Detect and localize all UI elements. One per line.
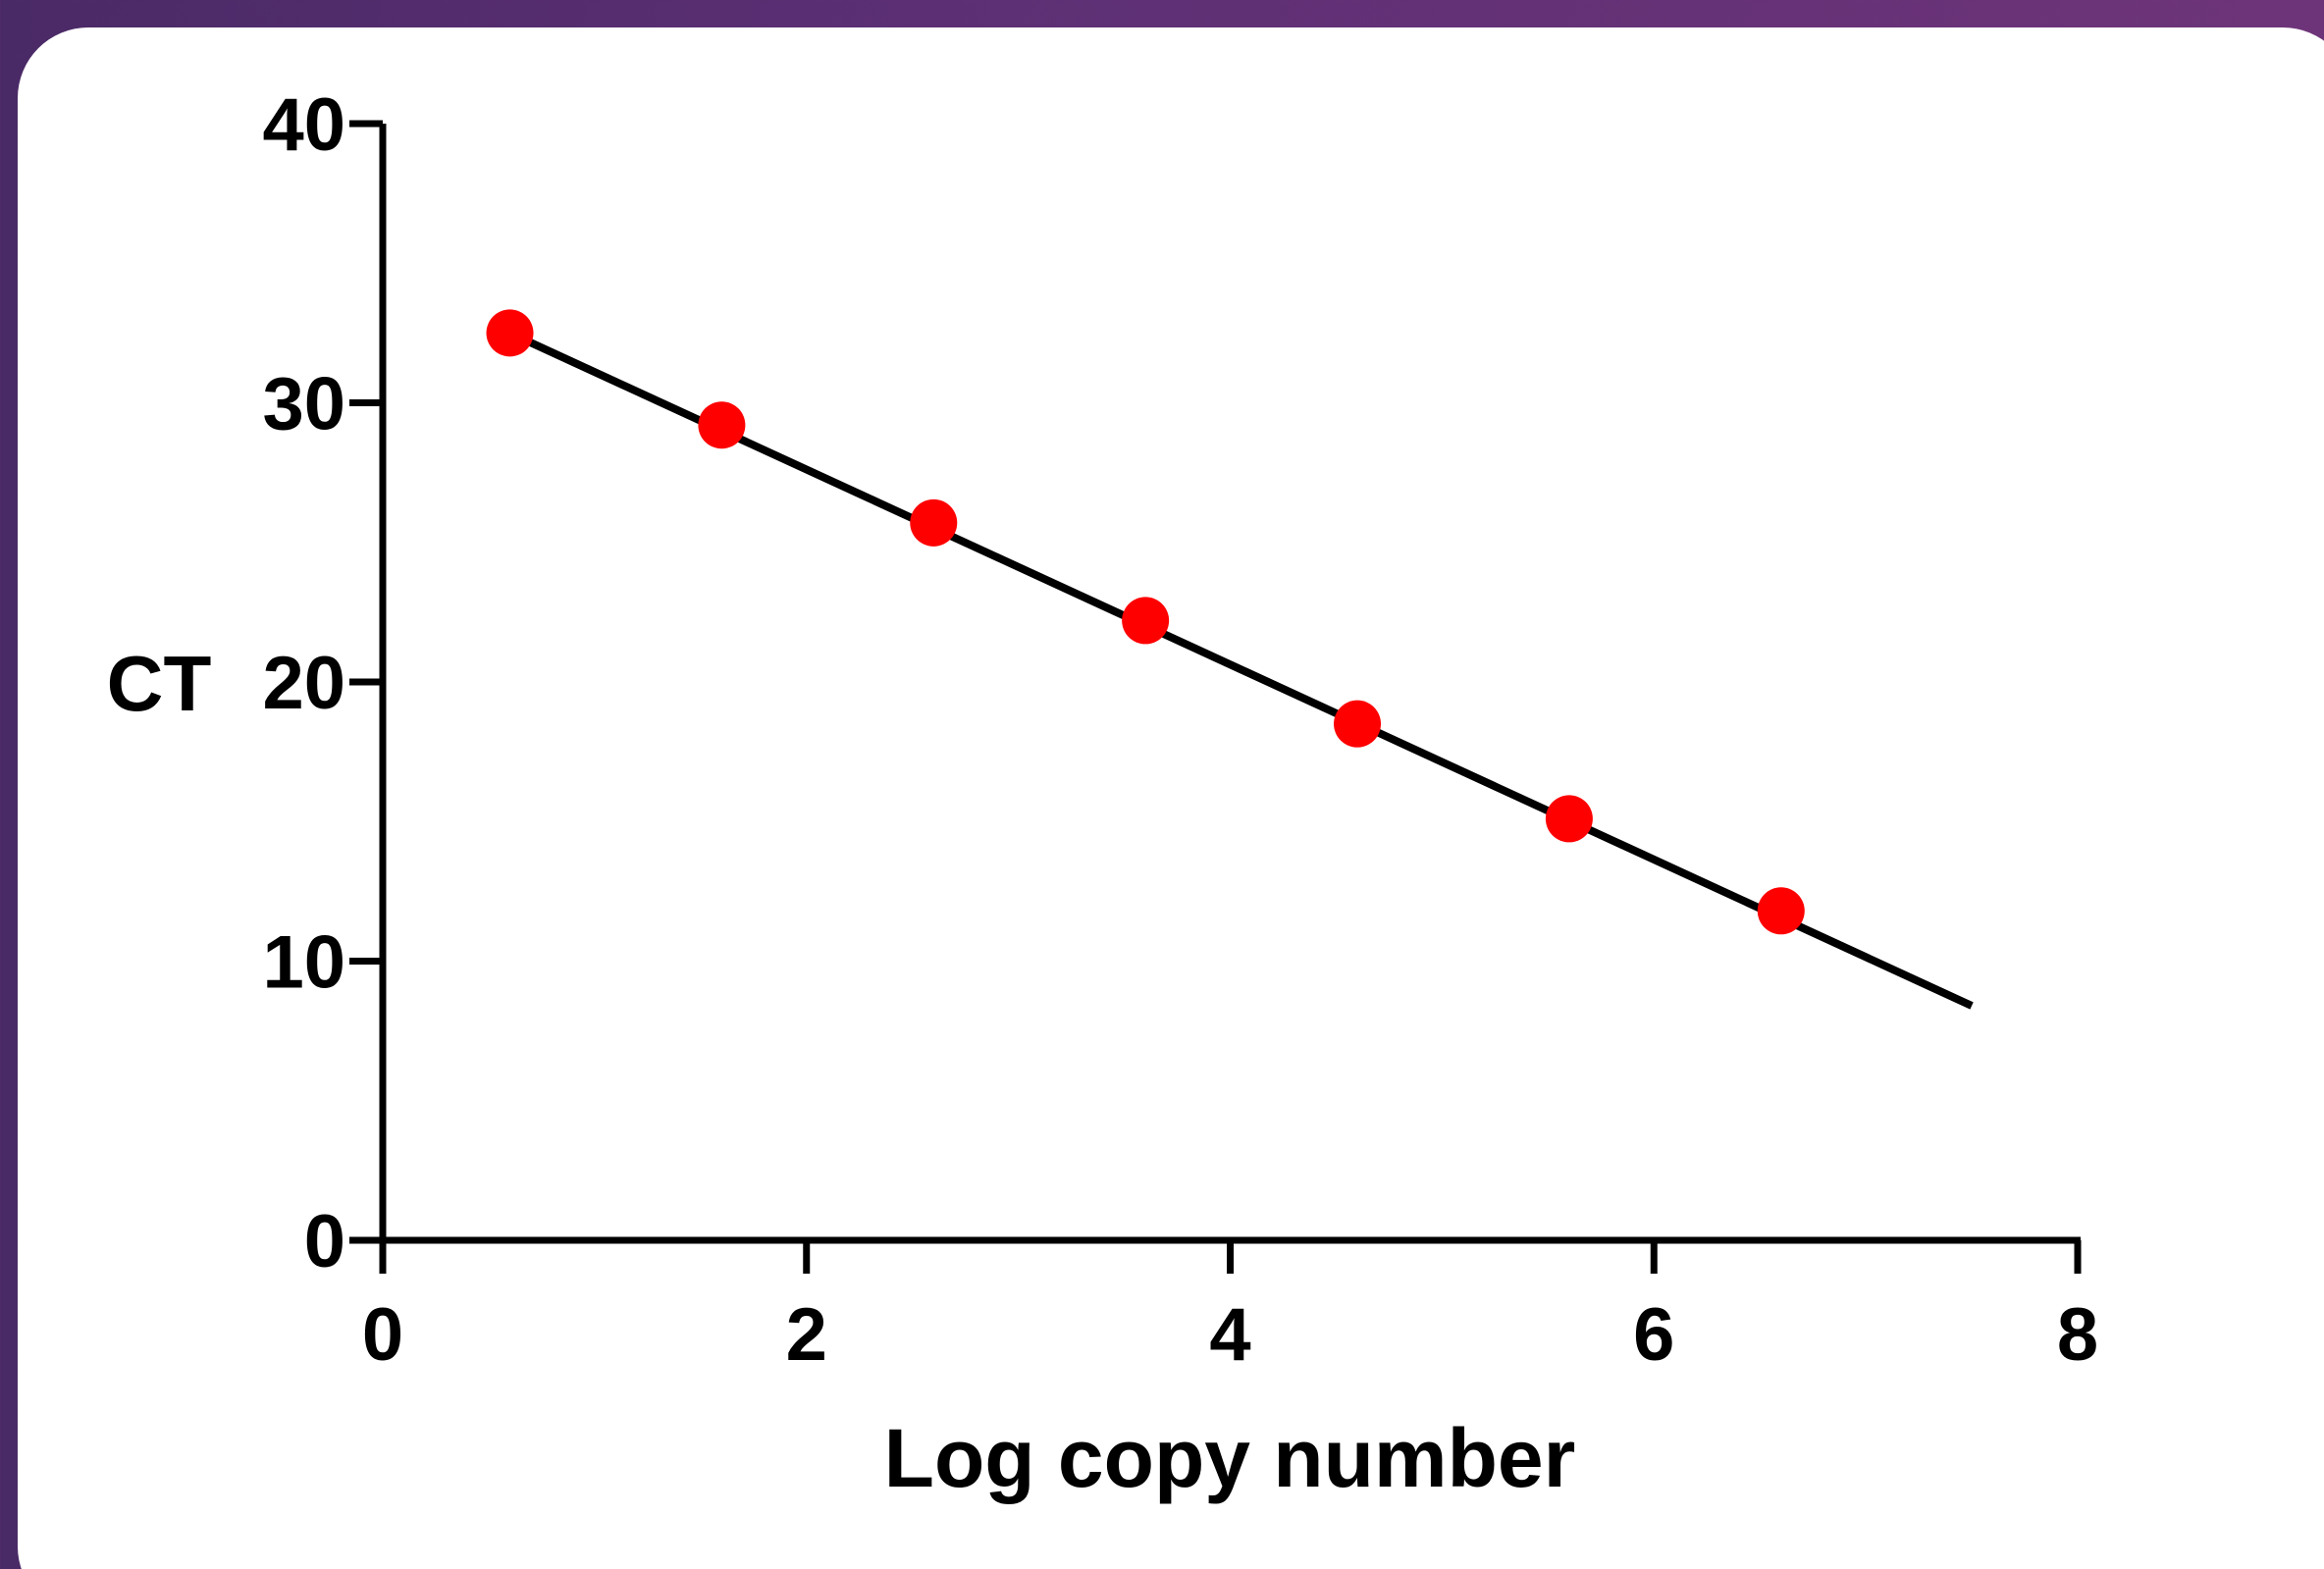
y-tick-label: 30 xyxy=(262,363,345,446)
y-axis-ticks: 0 10 20 30 40 xyxy=(262,83,383,1283)
x-tick-label: 8 xyxy=(2057,1293,2098,1377)
axes xyxy=(379,124,2081,1244)
data-point xyxy=(1545,795,1593,843)
data-point xyxy=(1122,597,1170,645)
data-points xyxy=(486,309,1805,935)
chart-card xyxy=(18,27,2324,1569)
y-tick-label: 40 xyxy=(262,83,345,167)
x-axis-label: Log copy number xyxy=(884,1412,1576,1504)
y-tick-label: 10 xyxy=(262,921,345,1005)
data-point xyxy=(486,309,534,357)
regression-line xyxy=(507,329,1974,1010)
x-tick-label: 4 xyxy=(1209,1293,1250,1377)
x-axis-ticks: 0 2 4 6 8 xyxy=(362,1240,2098,1377)
y-axis-label: CT xyxy=(107,640,212,727)
data-point xyxy=(698,401,746,449)
x-tick-label: 6 xyxy=(1633,1293,1674,1377)
x-tick-label: 2 xyxy=(786,1293,827,1377)
y-tick-label: 20 xyxy=(262,642,345,725)
regression-line-group xyxy=(507,329,1974,1010)
x-tick-label: 0 xyxy=(362,1293,403,1377)
data-point xyxy=(1334,700,1382,748)
data-point xyxy=(910,498,958,547)
y-tick-label: 0 xyxy=(304,1200,345,1283)
data-point xyxy=(1757,887,1805,935)
